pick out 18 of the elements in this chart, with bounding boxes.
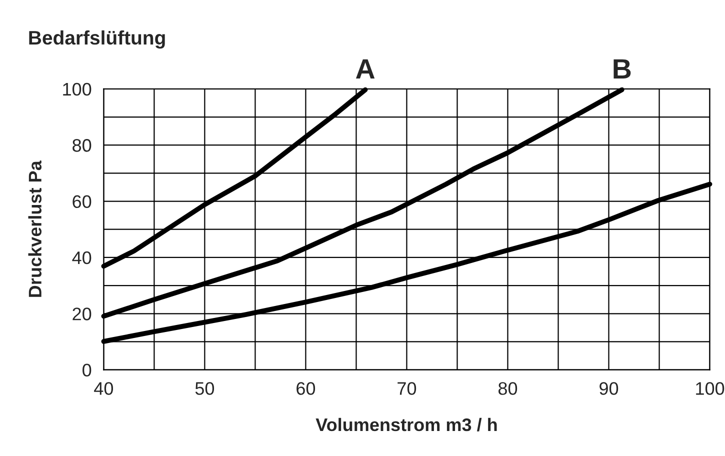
y-tick-label: 0 xyxy=(82,364,92,377)
y-tick-label: 60 xyxy=(72,195,92,208)
x-tick-label: 90 xyxy=(600,382,618,395)
x-axis-title: Volumenstrom m3 / h xyxy=(316,418,497,432)
x-tick-label: 70 xyxy=(398,382,416,395)
x-tick-label: 40 xyxy=(94,382,114,395)
x-tick-label: 60 xyxy=(296,382,316,395)
y-tick-label: 20 xyxy=(72,308,92,320)
x-tick-label: 50 xyxy=(195,382,214,395)
annotation: A xyxy=(356,59,375,78)
x-tick-label: 100 xyxy=(696,382,724,395)
y-axis-title: Druckverlust Pa xyxy=(28,160,42,297)
y-tick-label: 80 xyxy=(72,139,92,152)
x-tick-label: 80 xyxy=(498,382,518,395)
y-tick-label: 100 xyxy=(63,82,92,96)
annotation: B xyxy=(614,59,631,78)
chart-title: Bedarfslüftung xyxy=(29,30,165,49)
y-tick-label: 40 xyxy=(72,251,92,264)
